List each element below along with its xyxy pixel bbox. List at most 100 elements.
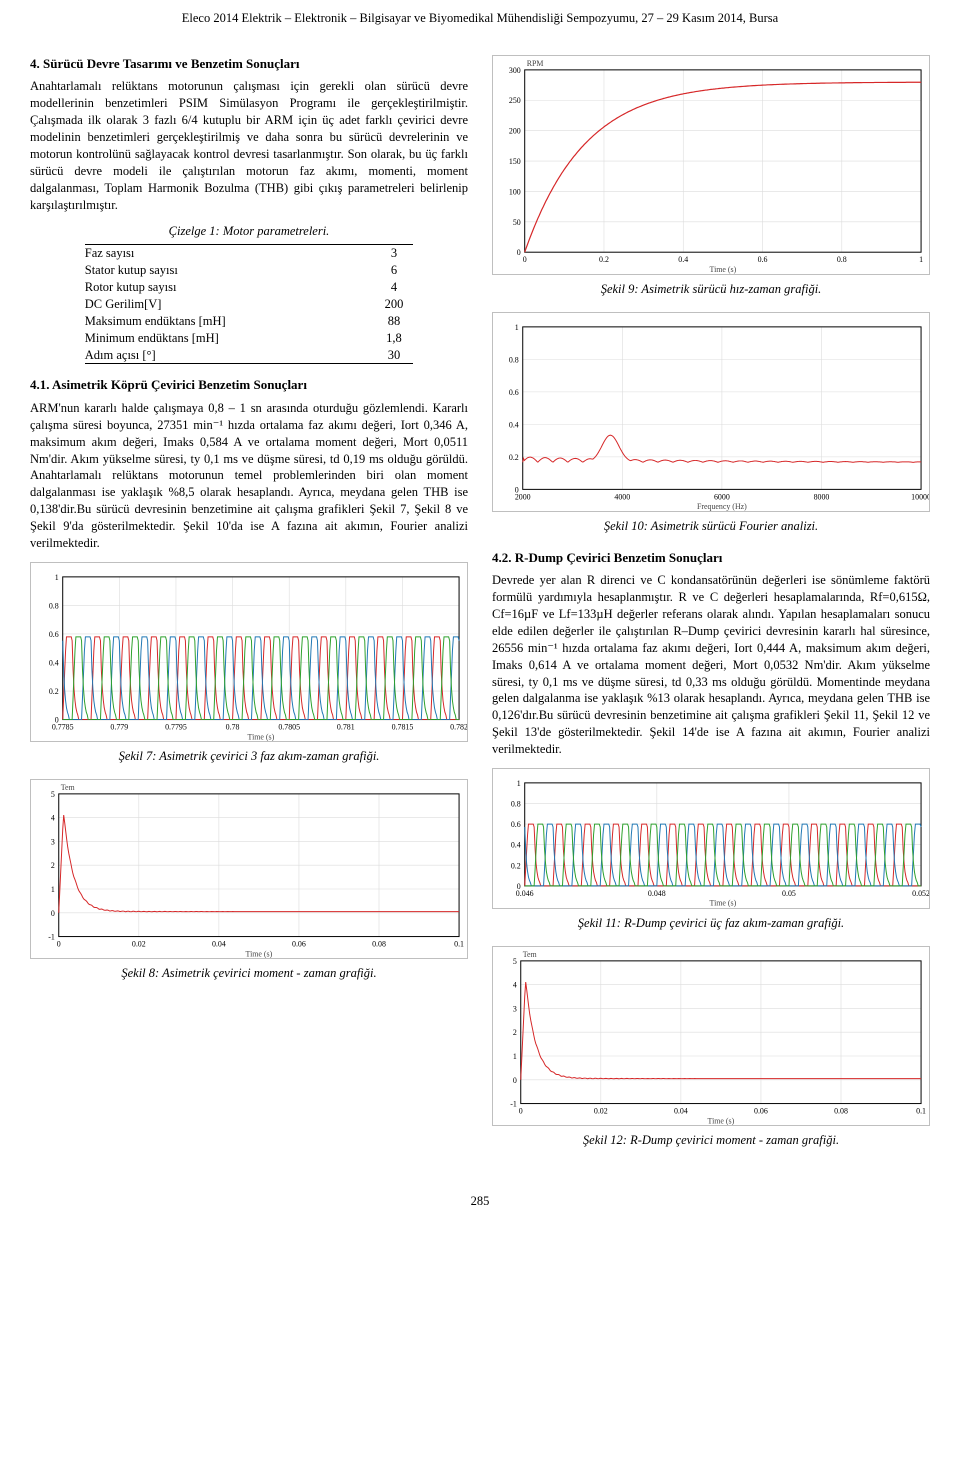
figure-12-caption: Şekil 12: R-Dump çevirici moment - zaman…: [492, 1132, 930, 1149]
svg-text:0.8: 0.8: [509, 355, 519, 364]
svg-text:2000: 2000: [515, 492, 531, 501]
svg-text:0.4: 0.4: [49, 658, 59, 667]
svg-text:0.78: 0.78: [226, 722, 240, 731]
svg-text:300: 300: [509, 66, 521, 75]
svg-text:Time (s): Time (s): [708, 1116, 735, 1125]
svg-text:Time (s): Time (s): [710, 899, 737, 908]
svg-text:RPM: RPM: [527, 59, 544, 68]
svg-text:0.7805: 0.7805: [278, 722, 300, 731]
svg-text:Tem: Tem: [523, 949, 538, 958]
svg-text:200: 200: [509, 126, 521, 135]
svg-text:Frequency (Hz): Frequency (Hz): [697, 502, 747, 511]
svg-text:0.8: 0.8: [837, 255, 847, 264]
svg-text:0.7815: 0.7815: [392, 722, 414, 731]
svg-text:1: 1: [515, 323, 519, 332]
svg-text:0.782: 0.782: [450, 722, 468, 731]
svg-text:4: 4: [51, 814, 55, 823]
svg-text:8000: 8000: [814, 492, 830, 501]
section-4-title: 4. Sürücü Devre Tasarımı ve Benzetim Son…: [30, 55, 468, 73]
svg-text:0.2: 0.2: [509, 453, 519, 462]
svg-text:1: 1: [513, 1052, 517, 1061]
svg-text:0.06: 0.06: [754, 1106, 768, 1115]
svg-text:1: 1: [517, 779, 521, 788]
svg-text:0.08: 0.08: [372, 940, 386, 949]
svg-text:0.6: 0.6: [511, 820, 521, 829]
svg-text:0.4: 0.4: [509, 420, 519, 429]
svg-text:3: 3: [513, 1004, 517, 1013]
svg-text:0.1: 0.1: [454, 940, 464, 949]
svg-text:0.2: 0.2: [599, 255, 609, 264]
svg-text:0.05: 0.05: [782, 889, 796, 898]
svg-text:3: 3: [51, 837, 55, 846]
figure-8-chart: -101234500.020.040.060.080.1Time (s)Tem: [30, 779, 468, 959]
table-1-caption: Çizelge 1: Motor parametreleri.: [30, 223, 468, 240]
figure-7-caption: Şekil 7: Asimetrik çevirici 3 faz akım-z…: [30, 748, 468, 765]
svg-text:0.02: 0.02: [132, 940, 146, 949]
section-4-2-title: 4.2. R-Dump Çevirici Benzetim Sonuçları: [492, 549, 930, 567]
figure-9-chart: 0 50 100 150 200 250 300 0 0.2 0.4 0.6 0.8 1 Time (s)…: [492, 55, 930, 275]
svg-text:0.04: 0.04: [674, 1106, 688, 1115]
svg-text:2: 2: [513, 1028, 517, 1037]
svg-text:1: 1: [51, 885, 55, 894]
section-4-2-para: Devrede yer alan R direnci ve C kondansa…: [492, 572, 930, 758]
svg-text:5: 5: [51, 790, 55, 799]
svg-text:0.7795: 0.7795: [165, 722, 187, 731]
figure-10-caption: Şekil 10: Asimetrik sürücü Fourier anali…: [492, 518, 930, 535]
svg-text:50: 50: [513, 218, 521, 227]
figure-7-chart: 00.20.40.60.810.77850.7790.77950.780.780…: [30, 562, 468, 742]
svg-text:4: 4: [513, 980, 517, 989]
section-4-1-para: ARM'nun kararlı halde çalışmaya 0,8 – 1 …: [30, 400, 468, 552]
figure-12-chart: -101234500.020.040.060.080.1Time (s)Tem: [492, 946, 930, 1126]
right-column: 05010015020025030000.20.40.60.81Time (s)…: [492, 55, 930, 1163]
svg-text:0.04: 0.04: [212, 940, 226, 949]
left-column: 4. Sürücü Devre Tasarımı ve Benzetim Son…: [30, 55, 468, 1163]
table-1: Faz sayısı3Stator kutup sayısı6Rotor kut…: [85, 244, 414, 364]
svg-text:6000: 6000: [714, 492, 730, 501]
svg-text:0.06: 0.06: [292, 940, 306, 949]
svg-text:0.1: 0.1: [916, 1106, 926, 1115]
svg-text:-1: -1: [48, 933, 55, 942]
svg-text:0: 0: [57, 940, 61, 949]
svg-text:0.6: 0.6: [758, 255, 768, 264]
section-4-1-title: 4.1. Asimetrik Köprü Çevirici Benzetim S…: [30, 376, 468, 394]
section-4-para: Anahtarlamalı relüktans motorunun çalışm…: [30, 78, 468, 213]
svg-text:0.046: 0.046: [516, 889, 534, 898]
svg-text:0.779: 0.779: [110, 722, 128, 731]
svg-text:0: 0: [51, 909, 55, 918]
svg-text:0: 0: [519, 1106, 523, 1115]
svg-text:0.7785: 0.7785: [52, 722, 74, 731]
svg-text:0.02: 0.02: [594, 1106, 608, 1115]
svg-text:Time (s): Time (s): [246, 949, 273, 958]
svg-text:Time (s): Time (s): [710, 265, 737, 274]
svg-text:150: 150: [509, 157, 521, 166]
svg-text:0.8: 0.8: [511, 799, 521, 808]
svg-text:0.2: 0.2: [511, 861, 521, 870]
figure-8-caption: Şekil 8: Asimetrik çevirici moment - zam…: [30, 965, 468, 982]
svg-text:0: 0: [517, 248, 521, 257]
figure-10-chart: 00.20.40.60.81200040006000800010000Frequ…: [492, 312, 930, 512]
svg-text:0.8: 0.8: [49, 601, 59, 610]
svg-text:0.08: 0.08: [834, 1106, 848, 1115]
svg-text:0.048: 0.048: [648, 889, 666, 898]
page-number: 285: [30, 1193, 930, 1210]
svg-text:100: 100: [509, 187, 521, 196]
svg-text:0: 0: [523, 255, 527, 264]
svg-text:1: 1: [919, 255, 923, 264]
svg-text:0: 0: [513, 1075, 517, 1084]
svg-text:Tem: Tem: [61, 783, 76, 792]
svg-text:0.6: 0.6: [49, 630, 59, 639]
svg-text:0.052: 0.052: [912, 889, 930, 898]
svg-text:0.2: 0.2: [49, 687, 59, 696]
svg-text:2: 2: [51, 861, 55, 870]
figure-9-caption: Şekil 9: Asimetrik sürücü hız-zaman graf…: [492, 281, 930, 298]
page-header: Eleco 2014 Elektrik – Elektronik – Bilgi…: [30, 10, 930, 27]
figure-11-chart: 00.20.40.60.810.0460.0480.050.052Time (s…: [492, 768, 930, 909]
svg-text:0.4: 0.4: [678, 255, 688, 264]
svg-text:0.4: 0.4: [511, 841, 521, 850]
figure-11-caption: Şekil 11: R-Dump çevirici üç faz akım-za…: [492, 915, 930, 932]
svg-text:5: 5: [513, 956, 517, 965]
svg-text:10000: 10000: [911, 492, 930, 501]
svg-text:250: 250: [509, 96, 521, 105]
svg-text:4000: 4000: [614, 492, 630, 501]
svg-text:-1: -1: [510, 1099, 517, 1108]
